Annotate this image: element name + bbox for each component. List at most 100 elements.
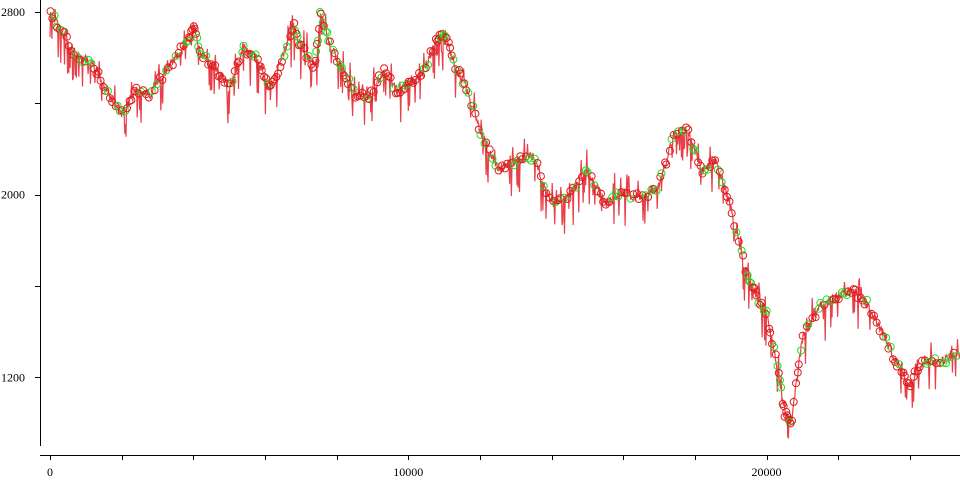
- data-point-marker: [400, 84, 409, 93]
- data-point-marker: [256, 62, 265, 71]
- data-point-marker: [127, 96, 136, 105]
- data-point-marker: [909, 372, 918, 381]
- data-point-marker: [757, 298, 766, 307]
- data-point-marker: [711, 156, 719, 165]
- data-point-marker: [374, 71, 383, 80]
- data-point-marker: [802, 322, 811, 331]
- data-point-marker: [713, 165, 722, 174]
- data-point-marker: [62, 32, 71, 41]
- data-point-marker: [314, 36, 322, 45]
- data-point-marker: [323, 28, 332, 37]
- data-point-marker: [814, 304, 823, 313]
- data-point-marker: [92, 69, 101, 78]
- data-point-marker: [230, 67, 239, 76]
- data-point-marker: [253, 55, 262, 64]
- data-point-marker: [211, 61, 220, 70]
- data-point-marker: [282, 42, 291, 51]
- data-point-marker: [700, 166, 709, 175]
- data-point-marker: [715, 167, 724, 176]
- data-point-marker: [115, 107, 124, 116]
- data-point-marker: [302, 53, 311, 62]
- data-point-marker: [792, 379, 800, 388]
- data-point-marker: [462, 86, 471, 95]
- data-point-marker: [407, 77, 415, 86]
- data-point-marker: [101, 86, 110, 95]
- data-point-marker: [727, 209, 736, 218]
- data-point-marker: [734, 237, 743, 246]
- data-point-marker: [858, 296, 867, 305]
- data-point-marker: [798, 331, 807, 340]
- data-point-marker: [925, 357, 933, 366]
- data-point-marker: [762, 306, 771, 315]
- data-point-marker: [886, 342, 895, 351]
- data-point-marker: [811, 313, 820, 322]
- data-point-marker: [482, 138, 491, 147]
- data-point-marker: [936, 358, 945, 367]
- x-tick-label: 0: [47, 465, 53, 479]
- data-point-marker: [380, 64, 389, 73]
- data-point-marker: [797, 346, 806, 355]
- data-point-marker: [626, 194, 635, 203]
- data-point-marker: [293, 32, 302, 41]
- data-point-marker: [498, 161, 507, 170]
- data-point-marker: [834, 295, 843, 304]
- data-point-marker: [304, 52, 313, 60]
- data-point-marker: [444, 38, 453, 47]
- y-tick-label: 2800: [1, 5, 25, 19]
- data-point-marker: [617, 188, 626, 197]
- data-point-marker: [69, 51, 78, 59]
- data-point-marker: [195, 47, 204, 55]
- data-point-marker: [296, 40, 304, 49]
- data-point-marker: [358, 88, 367, 97]
- data-point-marker: [193, 33, 202, 42]
- data-point-marker: [766, 328, 775, 337]
- data-point-marker: [176, 42, 185, 51]
- data-point-marker: [831, 295, 840, 304]
- data-point-marker: [674, 127, 683, 136]
- data-point-marker: [325, 37, 334, 46]
- data-point-marker: [777, 383, 786, 392]
- data-point-marker: [185, 33, 194, 41]
- data-point-marker: [270, 75, 279, 84]
- data-point-marker: [629, 190, 638, 199]
- data-point-marker: [312, 47, 321, 56]
- data-point-marker: [939, 358, 948, 367]
- data-point-marker: [783, 411, 792, 420]
- data-point-marker: [578, 173, 586, 181]
- data-point-marker: [784, 415, 793, 424]
- data-point-marker: [290, 19, 299, 28]
- data-point-marker: [539, 181, 548, 190]
- data-point-marker: [770, 342, 779, 351]
- data-point-marker: [717, 178, 726, 187]
- data-point-marker: [469, 101, 478, 110]
- data-point-marker: [536, 172, 545, 181]
- data-point-marker: [123, 104, 131, 113]
- data-point-marker: [471, 109, 480, 118]
- data-point-marker: [60, 28, 69, 36]
- data-point-marker: [682, 123, 691, 132]
- data-point-marker: [737, 246, 746, 255]
- data-point-marker: [441, 31, 449, 40]
- data-point-marker: [94, 67, 103, 76]
- data-point-marker: [158, 76, 167, 84]
- data-point-marker: [226, 79, 235, 88]
- data-point-marker: [365, 95, 374, 104]
- data-point-marker: [608, 193, 617, 202]
- data-point-marker: [816, 299, 825, 307]
- data-point-marker: [262, 74, 270, 83]
- data-point-marker: [662, 160, 671, 169]
- data-point-marker: [789, 397, 798, 406]
- data-point-marker: [164, 63, 173, 72]
- data-point-marker: [337, 63, 346, 72]
- data-point-marker: [152, 80, 161, 89]
- data-point-marker: [476, 130, 485, 139]
- data-point-marker: [892, 362, 901, 371]
- data-point-marker: [308, 63, 317, 72]
- data-point-marker: [249, 52, 258, 61]
- data-point-marker: [638, 191, 647, 200]
- data-point-marker: [75, 55, 84, 64]
- data-point-marker: [168, 61, 177, 70]
- data-point-marker: [842, 291, 851, 300]
- data-point-marker: [218, 74, 227, 83]
